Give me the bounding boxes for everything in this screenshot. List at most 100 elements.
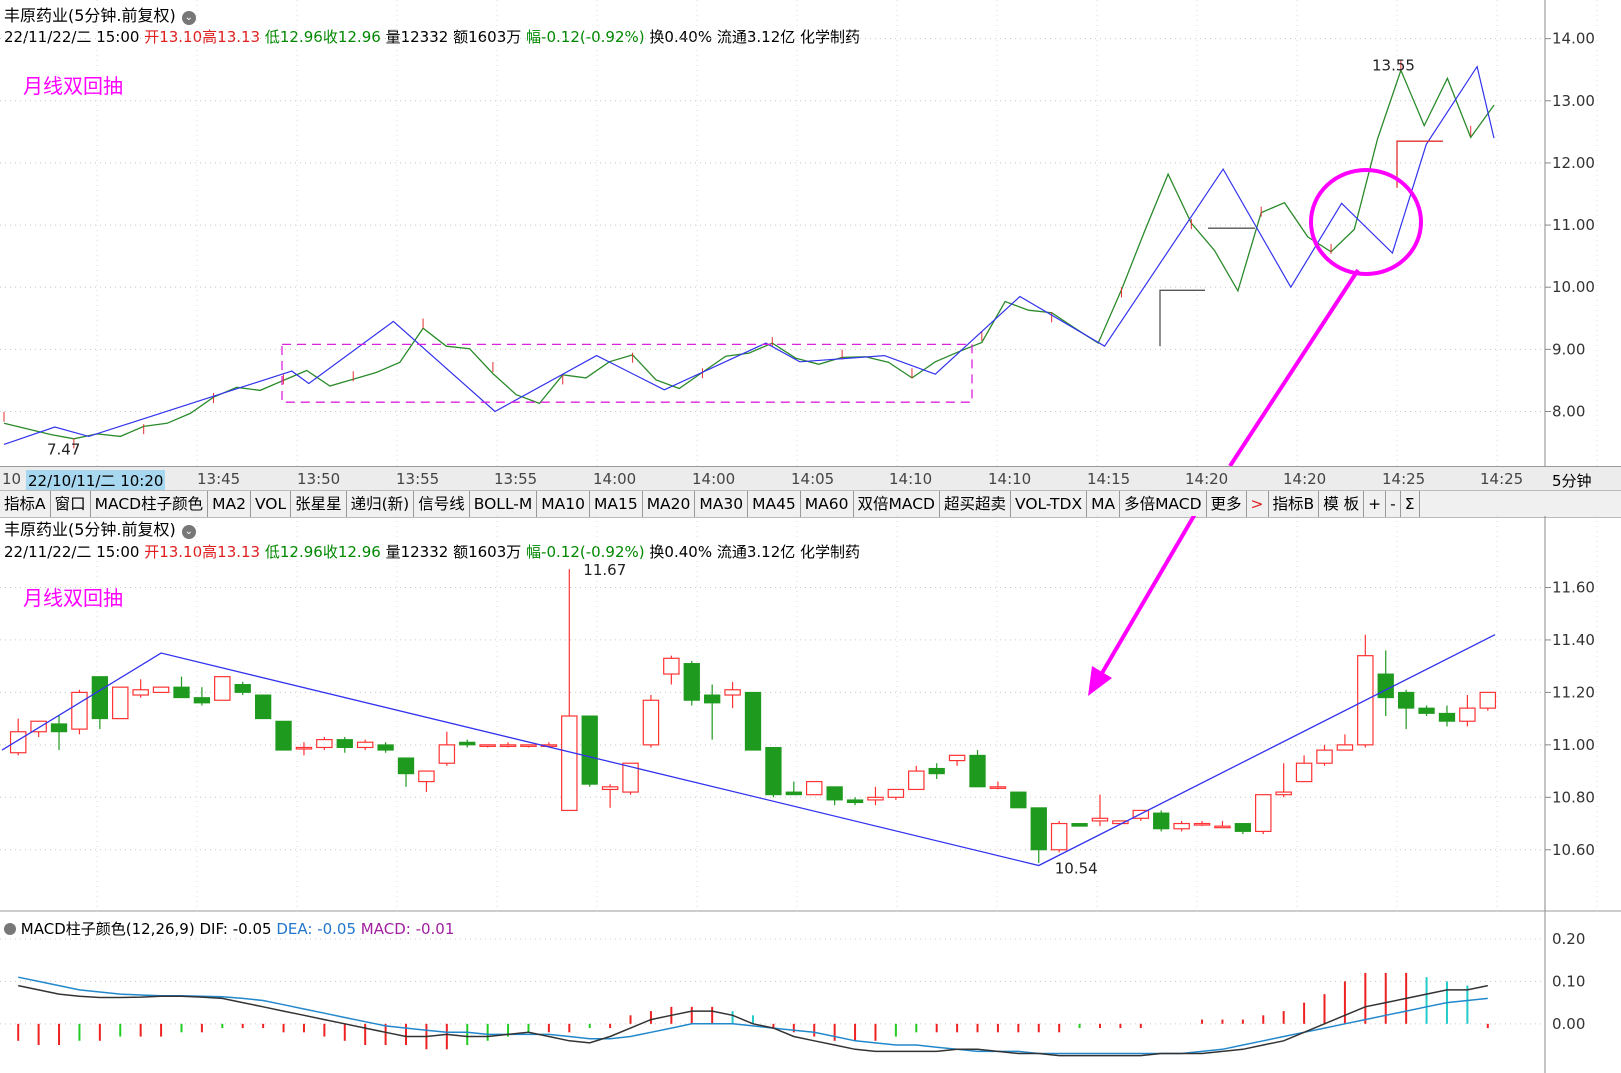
candle-body [785,791,802,796]
highlight-circle [1309,168,1423,276]
period-label[interactable]: 5分钟 [1552,472,1592,490]
toolbar-item-11[interactable]: MA20 [643,491,696,517]
settings-icon[interactable] [4,923,16,935]
toolbar-item-6[interactable]: 递归(新) [347,491,415,517]
candle-body [561,715,578,812]
toolbar-item-15[interactable]: 双倍MACD [854,491,940,517]
candle-body [1071,823,1088,827]
time-label: 14:15 [1087,470,1131,488]
macd-value: MACD: -0.01 [360,920,455,938]
candle-body [846,799,864,804]
toolbar-item-20[interactable]: 更多 [1207,491,1247,517]
candle-body [724,689,741,696]
toolbar-item-23[interactable]: 模 板 [1319,491,1365,517]
macd-name: MACD柱子颜色(12,26,9) [20,920,195,938]
trend-line [1,634,1496,867]
macd-chart[interactable]: 0.20 0.10 0.00 [0,912,1621,1073]
candle-body [765,746,782,796]
toolbar-item-16[interactable]: 超买超卖 [940,491,1011,517]
bottom-candle-chart[interactable]: 11.60 11.40 11.20 11.00 10.80 10.60 11.67 10.54 [0,516,1621,912]
candle-body [234,684,251,693]
time-label: 14:20 [1283,470,1327,488]
candle-body [867,796,884,801]
candle-body [642,699,660,746]
bottom-stock-title[interactable]: 丰原药业(5分钟.前复权) ⌄ [4,520,196,540]
y-tick-label: 11.60 [1552,578,1595,596]
bottom-stock-name: 丰原药业(5分钟.前复权) [4,520,176,539]
candle-body [1234,823,1252,832]
time-label: 13:55 [494,470,538,488]
candle-body [71,691,88,730]
time-label: 14:00 [593,470,637,488]
toolbar-item-14[interactable]: MA60 [801,491,854,517]
candle-body [1214,825,1231,829]
y-tick-label: 10.00 [1552,278,1595,296]
toolbar-item-13[interactable]: MA45 [748,491,801,517]
candle-body [499,744,517,747]
top-price-chart[interactable]: 14.00 13.00 12.00 11.00 10.00 9.00 8.00 7.47 13.… [0,0,1621,466]
toolbar-item-1[interactable]: 窗口 [51,491,91,517]
candle-body [1459,707,1476,722]
time-axis: 10 22/10/11/二 10:20 13:45 13:50 13:55 13… [0,466,1621,491]
candle-body [377,744,394,751]
time-label: 13:55 [396,470,440,488]
toolbar-item-0[interactable]: 指标A [0,491,51,517]
y-tick-label: 12.00 [1552,154,1595,172]
toolbar-item-4[interactable]: VOL [251,491,292,517]
candle-body [9,731,27,754]
toolbar-item-3[interactable]: MA2 [208,491,251,517]
quote-amount: 额1603万 [453,28,522,46]
bottom-annotation: 月线双回抽 [23,586,123,610]
toolbar-item-24[interactable]: + [1364,491,1387,517]
toolbar-item-26[interactable]: Σ [1401,491,1420,517]
candle-body [683,663,700,701]
y-tick-label: 14.00 [1552,30,1595,48]
toolbar-item-25[interactable]: - [1386,491,1401,517]
y-tick-label: 11.00 [1552,736,1595,754]
y-tick-label: 0.00 [1552,1015,1585,1033]
macd-dif: DIF: -0.05 [199,920,272,938]
top-annotation: 月线双回抽 [23,74,123,98]
toolbar-item-9[interactable]: MA10 [537,491,590,517]
y-tick-label: 8.00 [1552,403,1585,421]
chevron-down-icon[interactable]: ⌄ [181,11,196,25]
quote-low: 低12.96 [264,543,323,561]
toolbar-item-12[interactable]: MA30 [695,491,749,517]
candle-body [1295,762,1313,783]
candle-body [1479,691,1497,709]
candle-body [295,746,313,750]
candle-body [91,676,109,720]
candle-body [948,754,966,762]
toolbar-item-19[interactable]: 多倍MACD [1120,491,1207,517]
y-tick-label: 9.00 [1552,340,1585,358]
candle-body [1173,822,1190,830]
toolbar-item-22[interactable]: 指标B [1269,491,1320,517]
toolbar-item-7[interactable]: 信号线 [414,491,470,517]
candle-body [316,739,333,749]
candle-body [1336,744,1354,751]
toolbar-item-21[interactable]: > [1247,491,1269,517]
top-quote-info: 22/11/22/二 15:00 开13.10高13.13 低12.96收12.… [4,27,860,47]
quote-change: 幅-0.12(-0.92%) [526,28,645,46]
toolbar-item-17[interactable]: VOL-TDX [1011,491,1088,517]
toolbar-item-8[interactable]: BOLL-M [470,491,538,517]
candle-body [622,762,639,793]
chevron-down-icon[interactable]: ⌄ [181,525,196,539]
candle-body [397,757,415,775]
toolbar-item-10[interactable]: MA15 [590,491,643,517]
zigzag-trend-line [3,65,1495,445]
top-stock-name: 丰原药业(5分钟.前复权) [4,6,176,25]
toolbar-item-18[interactable]: MA [1087,491,1121,517]
candle-body [744,691,762,751]
quote-turnover: 换0.40% [649,543,713,561]
quote-float-cap: 流通3.12亿 [716,28,796,46]
candle-body [173,686,190,699]
quote-volume: 量12332 [385,28,449,46]
y-tick-label: 0.20 [1552,930,1585,948]
candle-body [989,786,1007,789]
toolbar-item-5[interactable]: 张星星 [291,491,347,517]
annotation-arrow [1096,516,1197,682]
top-stock-title[interactable]: 丰原药业(5分钟.前复权) ⌄ [4,6,196,26]
candle-body [254,694,272,720]
toolbar-item-2[interactable]: MACD柱子颜色 [91,491,209,517]
